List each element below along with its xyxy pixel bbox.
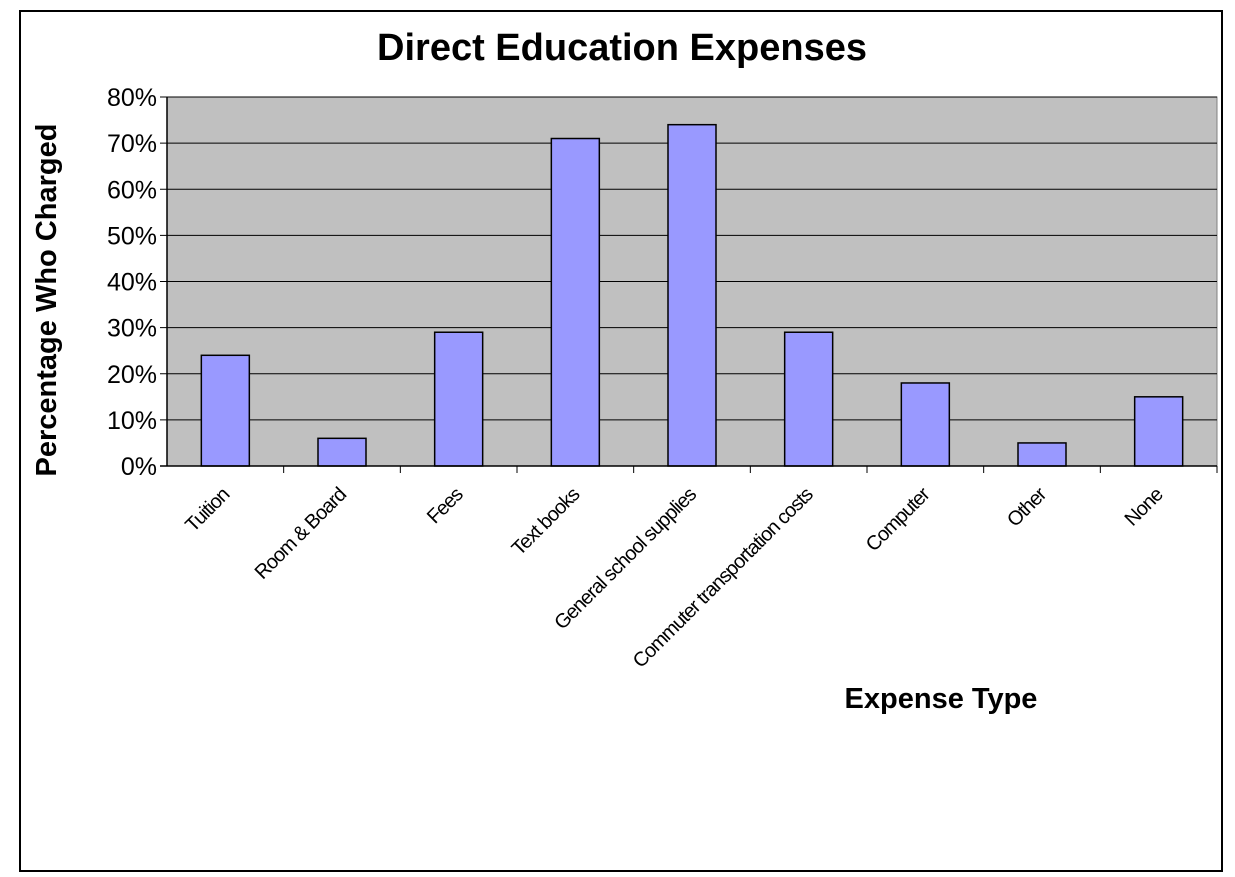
y-tick-label: 80% xyxy=(107,84,157,112)
y-tick-label: 70% xyxy=(107,130,157,158)
x-tick-label: Computer xyxy=(862,483,935,556)
chart-title: Direct Education Expenses xyxy=(377,27,867,69)
y-tick-label: 10% xyxy=(107,407,157,435)
bar xyxy=(900,382,951,467)
bar xyxy=(550,137,601,467)
bar xyxy=(1017,442,1067,467)
x-tick-label: None xyxy=(1121,483,1168,530)
y-tick-label: 0% xyxy=(121,453,157,481)
y-tick-label: 20% xyxy=(107,361,157,389)
bars xyxy=(200,123,1184,467)
y-tick-labels: 0% 10% 20% 30% 40% 50% 60% 70% 80% xyxy=(107,84,157,481)
bar xyxy=(317,437,367,467)
y-tick-label: 30% xyxy=(107,315,157,343)
x-tick-label: Fees xyxy=(423,483,468,528)
y-tick-label: 60% xyxy=(107,176,157,204)
bar xyxy=(433,331,484,467)
y-axis-title: Percentage Who Charged xyxy=(31,124,63,477)
bar xyxy=(667,123,717,467)
x-tick-label: Room & Board xyxy=(251,484,351,584)
x-tick-label: Other xyxy=(1003,483,1051,531)
bar xyxy=(1133,396,1184,467)
x-tick-label: Tuition xyxy=(181,484,234,537)
y-tick-label: 50% xyxy=(107,222,157,250)
bar xyxy=(200,354,251,467)
y-tick-label: 40% xyxy=(107,269,157,297)
x-tick-labels: Tuition Room & Board Fees Text booksGeneral… xyxy=(181,483,1167,672)
x-axis-title: Expense Type xyxy=(845,683,1038,715)
x-tick-label: Text books xyxy=(508,483,585,560)
bar xyxy=(783,331,834,467)
axes xyxy=(160,96,1218,473)
